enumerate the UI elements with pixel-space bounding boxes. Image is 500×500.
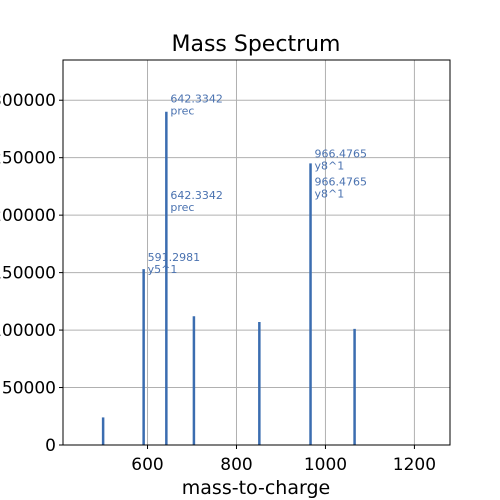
peak-annotation-value: 642.3342 [170, 189, 223, 202]
y-axis-ticks: 0 50000 100000 150000 200000 250000 300000 [0, 91, 63, 456]
y-tick-label: 100000 [0, 321, 56, 341]
peak-annotation-ion: y8^1 [315, 187, 345, 200]
peak-annotation-value: 966.4765 [315, 175, 368, 188]
y-tick-label: 200000 [0, 206, 56, 226]
peak-annotation-value: 591.2981 [148, 251, 201, 264]
peak-annotation-ion: y8^1 [315, 160, 345, 173]
peaks [101, 111, 356, 445]
y-tick-label: 50000 [2, 379, 56, 399]
x-axis-label: mass-to-charge [182, 477, 330, 499]
x-axis-ticks: 600 800 1000 1200 [131, 445, 436, 475]
y-tick-label: 0 [45, 436, 56, 456]
x-tick-label: 800 [220, 455, 252, 475]
x-tick-label: 600 [131, 455, 163, 475]
grid [63, 60, 450, 446]
chart-title: Mass Spectrum [172, 32, 341, 57]
y-tick-label: 300000 [0, 91, 56, 111]
x-tick-label: 1200 [393, 455, 436, 475]
annotations: 642.3342prec642.3342prec591.2981y5^1966.… [148, 93, 367, 277]
peak-annotation-ion: y5^1 [148, 263, 178, 276]
x-tick-label: 1000 [304, 455, 347, 475]
peak-annotation-ion: prec [170, 105, 194, 118]
peak-annotation-ion: prec [170, 201, 194, 214]
plot-frame [62, 59, 451, 446]
y-tick-label: 250000 [0, 149, 56, 169]
y-tick-label: 150000 [0, 264, 56, 284]
peak-annotation-value: 966.4765 [315, 148, 368, 161]
peak-annotation-value: 642.3342 [170, 93, 223, 106]
